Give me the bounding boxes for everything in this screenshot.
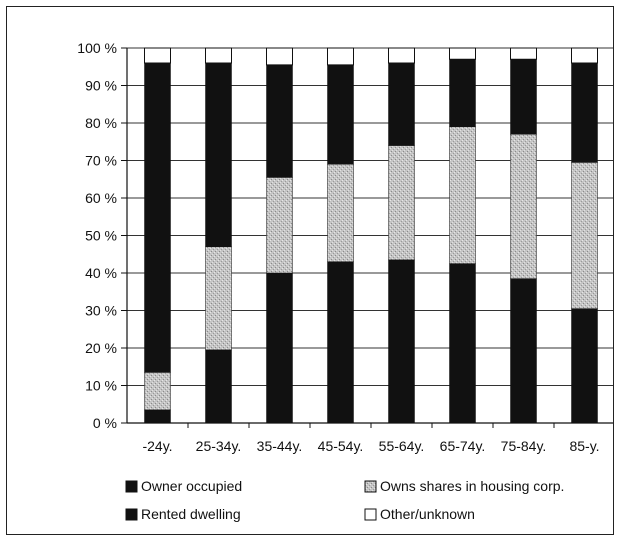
y-tick-label: 100 % (77, 40, 117, 56)
stacked-bar-chart: 0 % 10 % 20 % 30 % 40 % 50 % 60 % 70 % 80 % 90 % 1… (77, 40, 613, 522)
bar-segment (510, 134, 537, 279)
bar-segment (266, 64, 293, 178)
legend-swatch (364, 508, 377, 521)
x-tick-label: 65-74y. (440, 438, 486, 454)
bar-segment (510, 47, 537, 60)
x-tick-label: 35-44y. (257, 438, 303, 454)
bar-segment (510, 59, 537, 135)
x-tick-label: 45-54y. (318, 438, 364, 454)
bar-segment (388, 145, 415, 261)
bar-segment (205, 349, 232, 424)
bar-segment (449, 59, 476, 127)
bar-segment (266, 47, 293, 66)
bar-segment (571, 47, 598, 64)
y-tick-label: 90 % (85, 78, 117, 94)
x-tick-label: 25-34y. (196, 438, 242, 454)
bar-segment (144, 62, 171, 373)
bar-segment (266, 272, 293, 424)
y-tick-label: 30 % (85, 303, 117, 319)
bar-segment (571, 162, 598, 309)
y-tick-label: 0 % (93, 415, 117, 431)
legend-label: Owner occupied (141, 478, 242, 494)
bar-segment (327, 64, 354, 165)
bar-segment (449, 126, 476, 264)
bar-segment (449, 263, 476, 424)
bar-segment (205, 246, 232, 351)
bar-segment (388, 47, 415, 64)
chart-frame: 0 % 10 % 20 % 30 % 40 % 50 % 60 % 70 % 80 % 90 % 1… (6, 6, 614, 535)
bar-segment (571, 308, 598, 424)
legend-swatch (125, 480, 138, 493)
bar-segment (266, 177, 293, 274)
bar-segment (144, 409, 171, 424)
bar-segment (327, 164, 354, 262)
x-tick-label: -24y. (142, 438, 172, 454)
y-tick-label: 40 % (85, 265, 117, 281)
legend-swatch (364, 480, 377, 493)
legend-label: Rented dwelling (141, 506, 241, 522)
x-tick-label: 75-84y. (501, 438, 547, 454)
bar-segment (388, 259, 415, 424)
plot-area: 0 % 10 % 20 % 30 % 40 % 50 % 60 % 70 % 80 % 90 % 1… (77, 40, 613, 454)
y-tick-label: 70 % (85, 153, 117, 169)
legend: Owner occupied Owns shares in housing cor… (125, 478, 564, 522)
bar-segment (510, 278, 537, 424)
y-tick-label: 10 % (85, 378, 117, 394)
y-tick-label: 60 % (85, 190, 117, 206)
bar-segment (144, 47, 171, 64)
x-tick-label: 85-y. (569, 438, 599, 454)
bar-segment (205, 62, 232, 247)
bar-segment (327, 261, 354, 424)
bar-segment (327, 47, 354, 66)
bar-segment (205, 47, 232, 64)
y-tick-label: 80 % (85, 115, 117, 131)
legend-swatch (125, 508, 138, 521)
legend-label: Owns shares in housing corp. (380, 478, 564, 494)
bar-segment (571, 62, 598, 163)
bar-segment (388, 62, 415, 146)
bar-segment (449, 47, 476, 60)
y-tick-label: 50 % (85, 228, 117, 244)
legend-label: Other/unknown (380, 506, 475, 522)
y-tick-label: 20 % (85, 340, 117, 356)
x-tick-label: 55-64y. (379, 438, 425, 454)
bar-segment (144, 372, 171, 411)
